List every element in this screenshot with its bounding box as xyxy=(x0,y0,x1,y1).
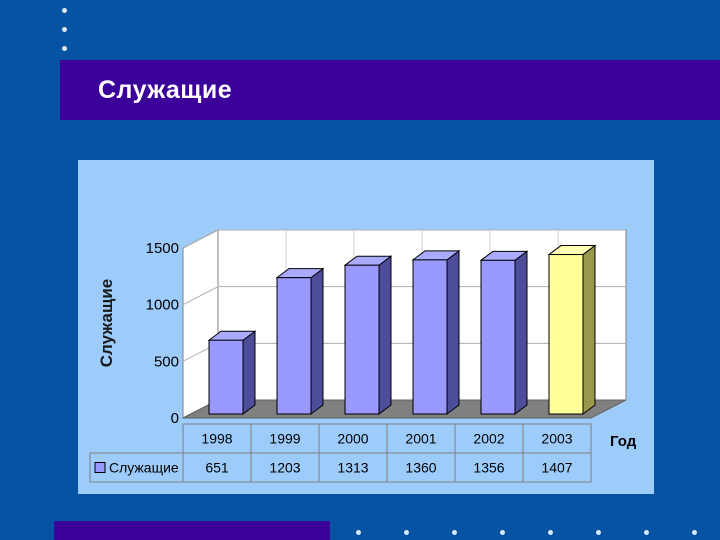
bullet-dot xyxy=(596,530,601,535)
y-tick-label: 1000 xyxy=(146,297,179,314)
category-label: 2002 xyxy=(473,431,504,447)
bullet-dot xyxy=(644,530,649,535)
bar-side xyxy=(242,330,256,415)
bullet-dot xyxy=(452,530,457,535)
table-value-cell xyxy=(522,452,592,483)
chart-panel: 0 500 1000 1500 Служащие 1998 1999 2000 2001 2002… xyxy=(78,160,654,494)
bar-side xyxy=(582,244,596,415)
bullet-dot xyxy=(692,530,697,535)
category-label: 2001 xyxy=(405,431,436,447)
category-label: 1999 xyxy=(269,431,300,447)
bullet-dot xyxy=(356,530,361,535)
decorative-dots-bottom xyxy=(356,530,720,540)
data-value-label: 1203 xyxy=(269,460,300,476)
bottom-band xyxy=(54,521,330,540)
bar-chart: 0 500 1000 1500 Служащие 1998 1999 2000 2001 2002… xyxy=(89,229,637,483)
category-label: 2003 xyxy=(541,431,572,447)
bullet-dot xyxy=(62,8,67,13)
bar-side xyxy=(446,249,460,415)
decorative-dots-left xyxy=(62,8,67,65)
bar-front xyxy=(412,259,448,415)
bullet-dot xyxy=(500,530,505,535)
bar-side xyxy=(514,250,528,415)
data-value-label: 1360 xyxy=(405,460,436,476)
bar-2000 xyxy=(343,255,393,415)
bar-1999 xyxy=(275,267,325,415)
data-value-label: 651 xyxy=(205,460,229,476)
bar-front xyxy=(344,264,380,415)
y-tick-label: 500 xyxy=(154,353,179,370)
category-label: 2000 xyxy=(337,431,368,447)
bar-2001 xyxy=(411,249,461,415)
bar-front xyxy=(548,254,584,415)
bar-front xyxy=(276,277,312,415)
title-band: Служащие xyxy=(60,60,720,120)
bar-side xyxy=(378,255,392,415)
slide-title: Служащие xyxy=(98,76,233,104)
x-axis-title: Год xyxy=(610,433,637,450)
bullet-dot xyxy=(62,27,67,32)
y-tick-label: 1500 xyxy=(146,240,179,257)
bar-front xyxy=(480,259,516,415)
legend-series-name: Служащие xyxy=(109,460,179,476)
bullet-dot xyxy=(548,530,553,535)
y-tick-label: 0 xyxy=(171,410,179,427)
data-value-label: 1407 xyxy=(541,460,572,476)
bar-2002 xyxy=(479,250,529,415)
bar-front xyxy=(208,339,244,415)
y-axis-title: Служащие xyxy=(97,279,116,367)
data-value-label: 1356 xyxy=(473,460,504,476)
bar-side xyxy=(310,267,324,415)
bar-1998 xyxy=(207,330,257,415)
data-value-label: 1313 xyxy=(337,460,368,476)
category-label: 1998 xyxy=(201,431,232,447)
bullet-dot xyxy=(404,530,409,535)
bullet-dot xyxy=(62,46,67,51)
bar-2003 xyxy=(547,244,597,415)
legend-swatch xyxy=(94,462,106,473)
